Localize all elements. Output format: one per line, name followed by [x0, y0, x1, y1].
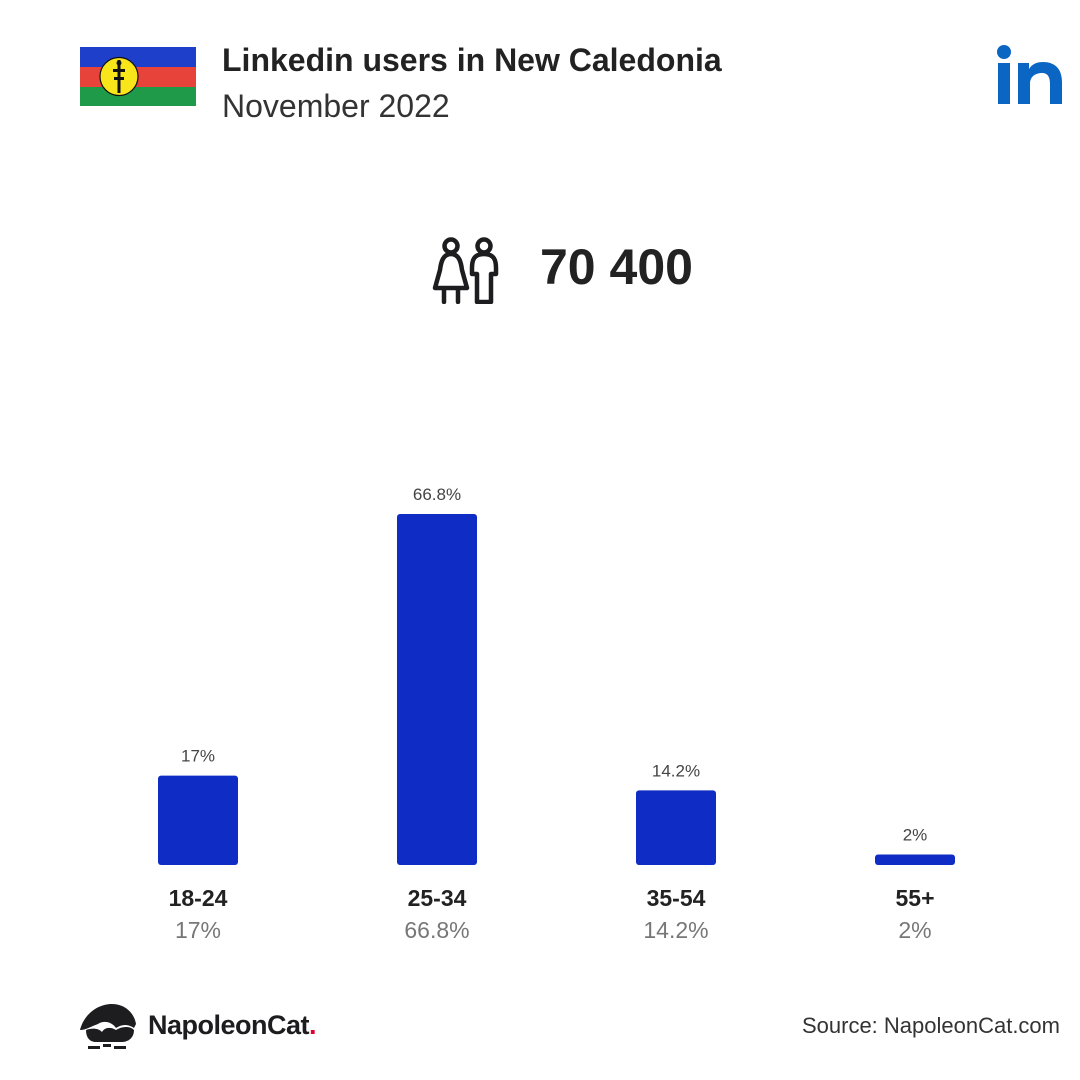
- category-percent: 66.8%: [404, 917, 469, 943]
- page-subtitle: November 2022: [222, 88, 450, 124]
- bar-18-24: [158, 775, 238, 865]
- source-label: Source: NapoleonCat.com: [801, 1013, 1060, 1038]
- category-label: 55+: [895, 885, 934, 911]
- napoleoncat-brand: NapoleonCat.: [148, 1010, 317, 1041]
- bar-value-label: 14.2%: [652, 761, 700, 780]
- bar-value-label: 2%: [903, 825, 928, 844]
- bar-value-label: 66.8%: [413, 485, 461, 504]
- bar-25-34: [397, 514, 477, 865]
- category-label: 18-24: [169, 885, 228, 911]
- new-caledonia-flag-icon: [80, 47, 196, 106]
- bar-55+: [875, 854, 955, 865]
- bar-value-label: 17%: [181, 747, 215, 766]
- category-percent: 14.2%: [643, 917, 708, 943]
- page-title: Linkedin users in New Caledonia: [222, 42, 722, 78]
- brand-name: NapoleonCat: [148, 1010, 310, 1040]
- category-percent: 2%: [898, 917, 931, 943]
- category-label: 35-54: [647, 885, 706, 911]
- brand-dot: .: [309, 1010, 317, 1040]
- total-users-count: 70 400: [540, 239, 693, 295]
- bar-35-54: [636, 790, 716, 865]
- category-percent: 17%: [175, 917, 221, 943]
- age-distribution-chart: 17% 18-24 17% 66.8% 25-34 66.8% 14.2% 35-54 14.2…: [158, 485, 955, 943]
- users-icon: [432, 237, 499, 304]
- linkedin-logo-icon: [997, 45, 1062, 104]
- category-label: 25-34: [408, 885, 467, 911]
- napoleoncat-logo-icon: [80, 1004, 136, 1049]
